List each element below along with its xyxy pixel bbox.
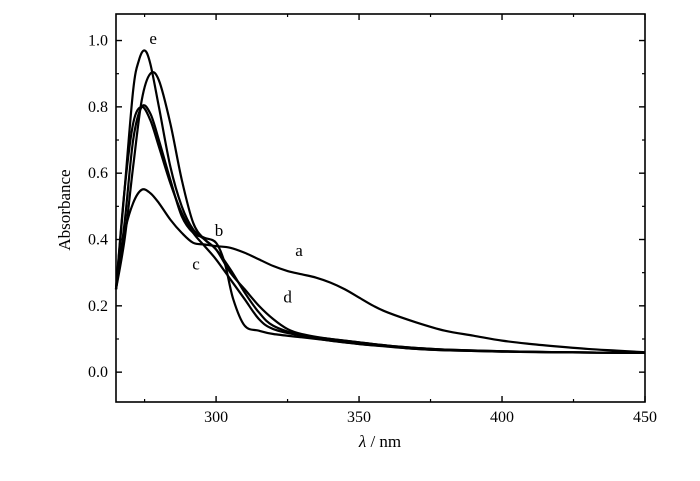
x-tick-label: 350: [347, 409, 371, 426]
plot-frame: [115, 13, 646, 403]
y-tick-label: 0.4: [88, 232, 108, 249]
y-tick-label: 1.0: [88, 33, 108, 50]
y-tick-label: 0.8: [88, 99, 108, 116]
curve-label-a: a: [295, 241, 303, 260]
y-tick-label: 0.2: [88, 298, 108, 315]
curve-label-b: b: [215, 221, 224, 240]
curve-label-d: d: [283, 288, 292, 307]
x-axis-symbol: λ: [358, 432, 366, 451]
curve-labels: a bc d e: [149, 29, 303, 307]
x-axis-title: λ / nm: [358, 432, 401, 451]
y-tick-label: 0.0: [88, 364, 108, 381]
y-tick-label: 0.6: [88, 165, 108, 182]
y-axis-title: Absorbance: [55, 169, 74, 250]
curve-e: [114, 49, 646, 355]
spectra-curves: [114, 49, 646, 355]
x-axis-unit: / nm: [370, 432, 401, 451]
curve-label-e: e: [149, 29, 157, 48]
x-tick-label: 300: [204, 409, 228, 426]
curve-d: [114, 71, 646, 355]
x-tick-label: 450: [633, 409, 657, 426]
curve-label-c: c: [192, 254, 200, 273]
curve-c: [114, 105, 646, 355]
plot-border: [115, 13, 646, 403]
x-tick-label: 400: [490, 409, 514, 426]
axis-ticks: 300 350 400 450 0.0 0.2 0.4 0.6 0.8 1.0: [88, 14, 657, 426]
curve-a: [114, 188, 646, 354]
